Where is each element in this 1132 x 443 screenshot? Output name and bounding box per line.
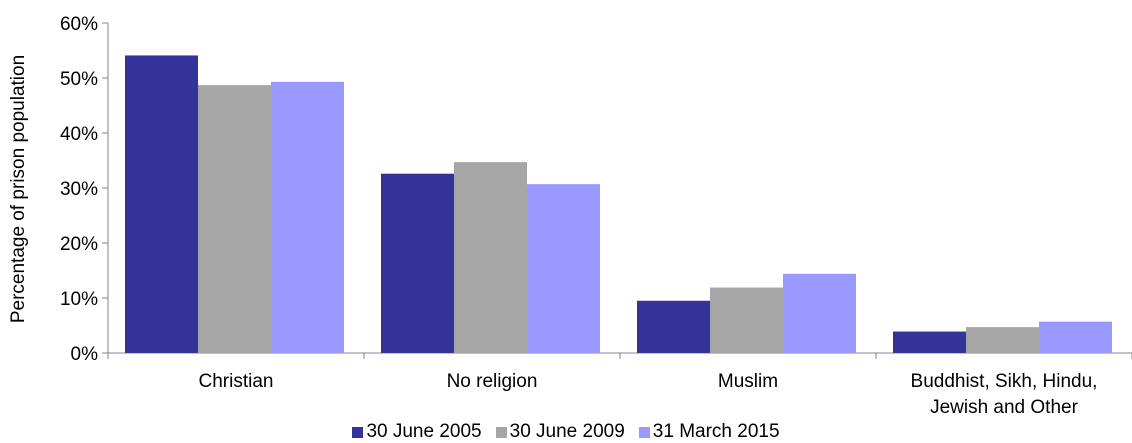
bar-3-4 xyxy=(1039,321,1112,353)
legend-swatch xyxy=(495,426,507,438)
legend-label: 30 June 2005 xyxy=(366,421,482,442)
x-tick-label: Muslim xyxy=(718,371,778,392)
bar-2-1 xyxy=(198,85,271,354)
y-tick-label: 50% xyxy=(60,69,98,90)
x-tick-label: Buddhist, Sikh, Hindu, xyxy=(911,371,1098,392)
legend-swatch xyxy=(638,426,650,438)
bar-1-4 xyxy=(893,331,966,353)
plot-area: 0% 10% 20% 30% 40% 50% 60% Christian No religion… xyxy=(60,14,1132,418)
bar-3-3 xyxy=(783,273,856,353)
bar-chart: Percentage of prison population 0% 10% 20%… xyxy=(8,14,1132,418)
bar-1-3 xyxy=(637,300,710,353)
legend-item: 30 June 2009 xyxy=(495,421,625,443)
x-tick-label: No religion xyxy=(447,371,538,392)
y-tick-label: 40% xyxy=(60,124,98,145)
bar-3-1 xyxy=(271,81,344,353)
legend-label: 31 March 2015 xyxy=(652,421,780,442)
legend-item: 31 March 2015 xyxy=(638,421,780,443)
bar-2-2 xyxy=(454,162,527,353)
x-tick-label: Jewish and Other xyxy=(930,397,1079,418)
legend-item: 30 June 2005 xyxy=(352,421,482,443)
bar-2-4 xyxy=(966,327,1039,353)
y-axis-label: Percentage of prison population xyxy=(8,55,29,323)
y-tick-label: 0% xyxy=(71,344,99,365)
legend-label: 30 June 2009 xyxy=(509,421,625,442)
bar-1-1 xyxy=(125,55,198,353)
y-tick-label: 30% xyxy=(60,179,98,200)
bar-3-2 xyxy=(527,184,600,353)
bar-1-2 xyxy=(381,173,454,353)
bar-2-3 xyxy=(710,287,783,353)
x-tick-label: Christian xyxy=(199,371,274,392)
legend-swatch xyxy=(352,426,364,438)
y-tick-label: 10% xyxy=(60,289,98,310)
y-tick-label: 60% xyxy=(60,14,98,35)
y-tick-label: 20% xyxy=(60,234,98,255)
legend: 30 June 2005 30 June 2009 31 March 2015 xyxy=(0,421,1132,443)
